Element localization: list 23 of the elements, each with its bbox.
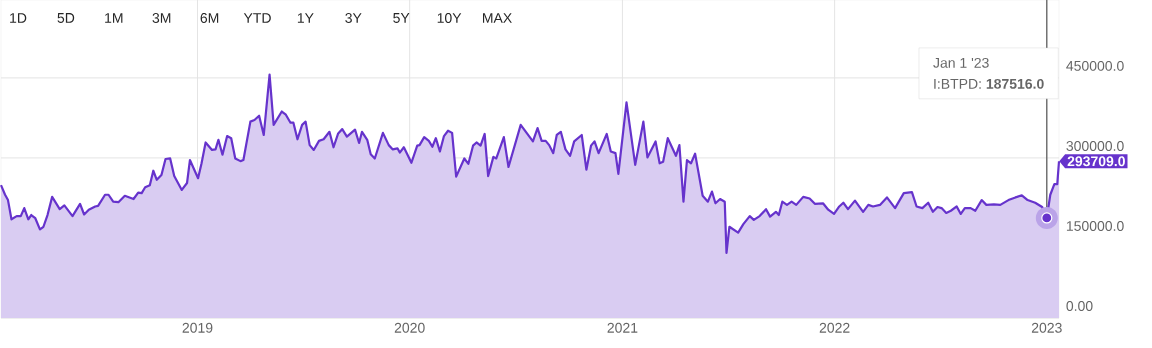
x-tick-label: 2023 (1031, 322, 1062, 333)
annotation: 3M (152, 13, 171, 23)
y-tick-label: 150000.0 (1066, 221, 1124, 231)
annotation: 1D (10, 13, 27, 23)
annotation: MAX (482, 13, 512, 23)
annotation: 5Y (393, 13, 410, 23)
annotation: 1M (105, 13, 123, 23)
x-tick-label: 2022 (819, 322, 850, 333)
annotation: Jan 1 '23 (933, 57, 989, 68)
annotation: 293709.0 (1067, 156, 1125, 167)
y-tick-label: 0.00 (1066, 301, 1093, 311)
x-tick-label: 2020 (394, 322, 425, 333)
y-tick-label: 300000.0 (1066, 140, 1124, 151)
x-tick-label: 2019 (182, 322, 213, 333)
annotation: I:BTPD: 187516.0 (934, 78, 1044, 89)
y-tick-label: 450000.0 (1066, 60, 1124, 71)
annotation: YTD (243, 13, 271, 23)
annotation: 10Y (437, 13, 462, 23)
annotation: 5D (57, 13, 75, 23)
annotation: 3Y (345, 13, 362, 23)
annotation: 6M (200, 13, 219, 23)
x-tick-label: 2021 (607, 322, 638, 333)
annotation: 1Y (297, 13, 314, 23)
